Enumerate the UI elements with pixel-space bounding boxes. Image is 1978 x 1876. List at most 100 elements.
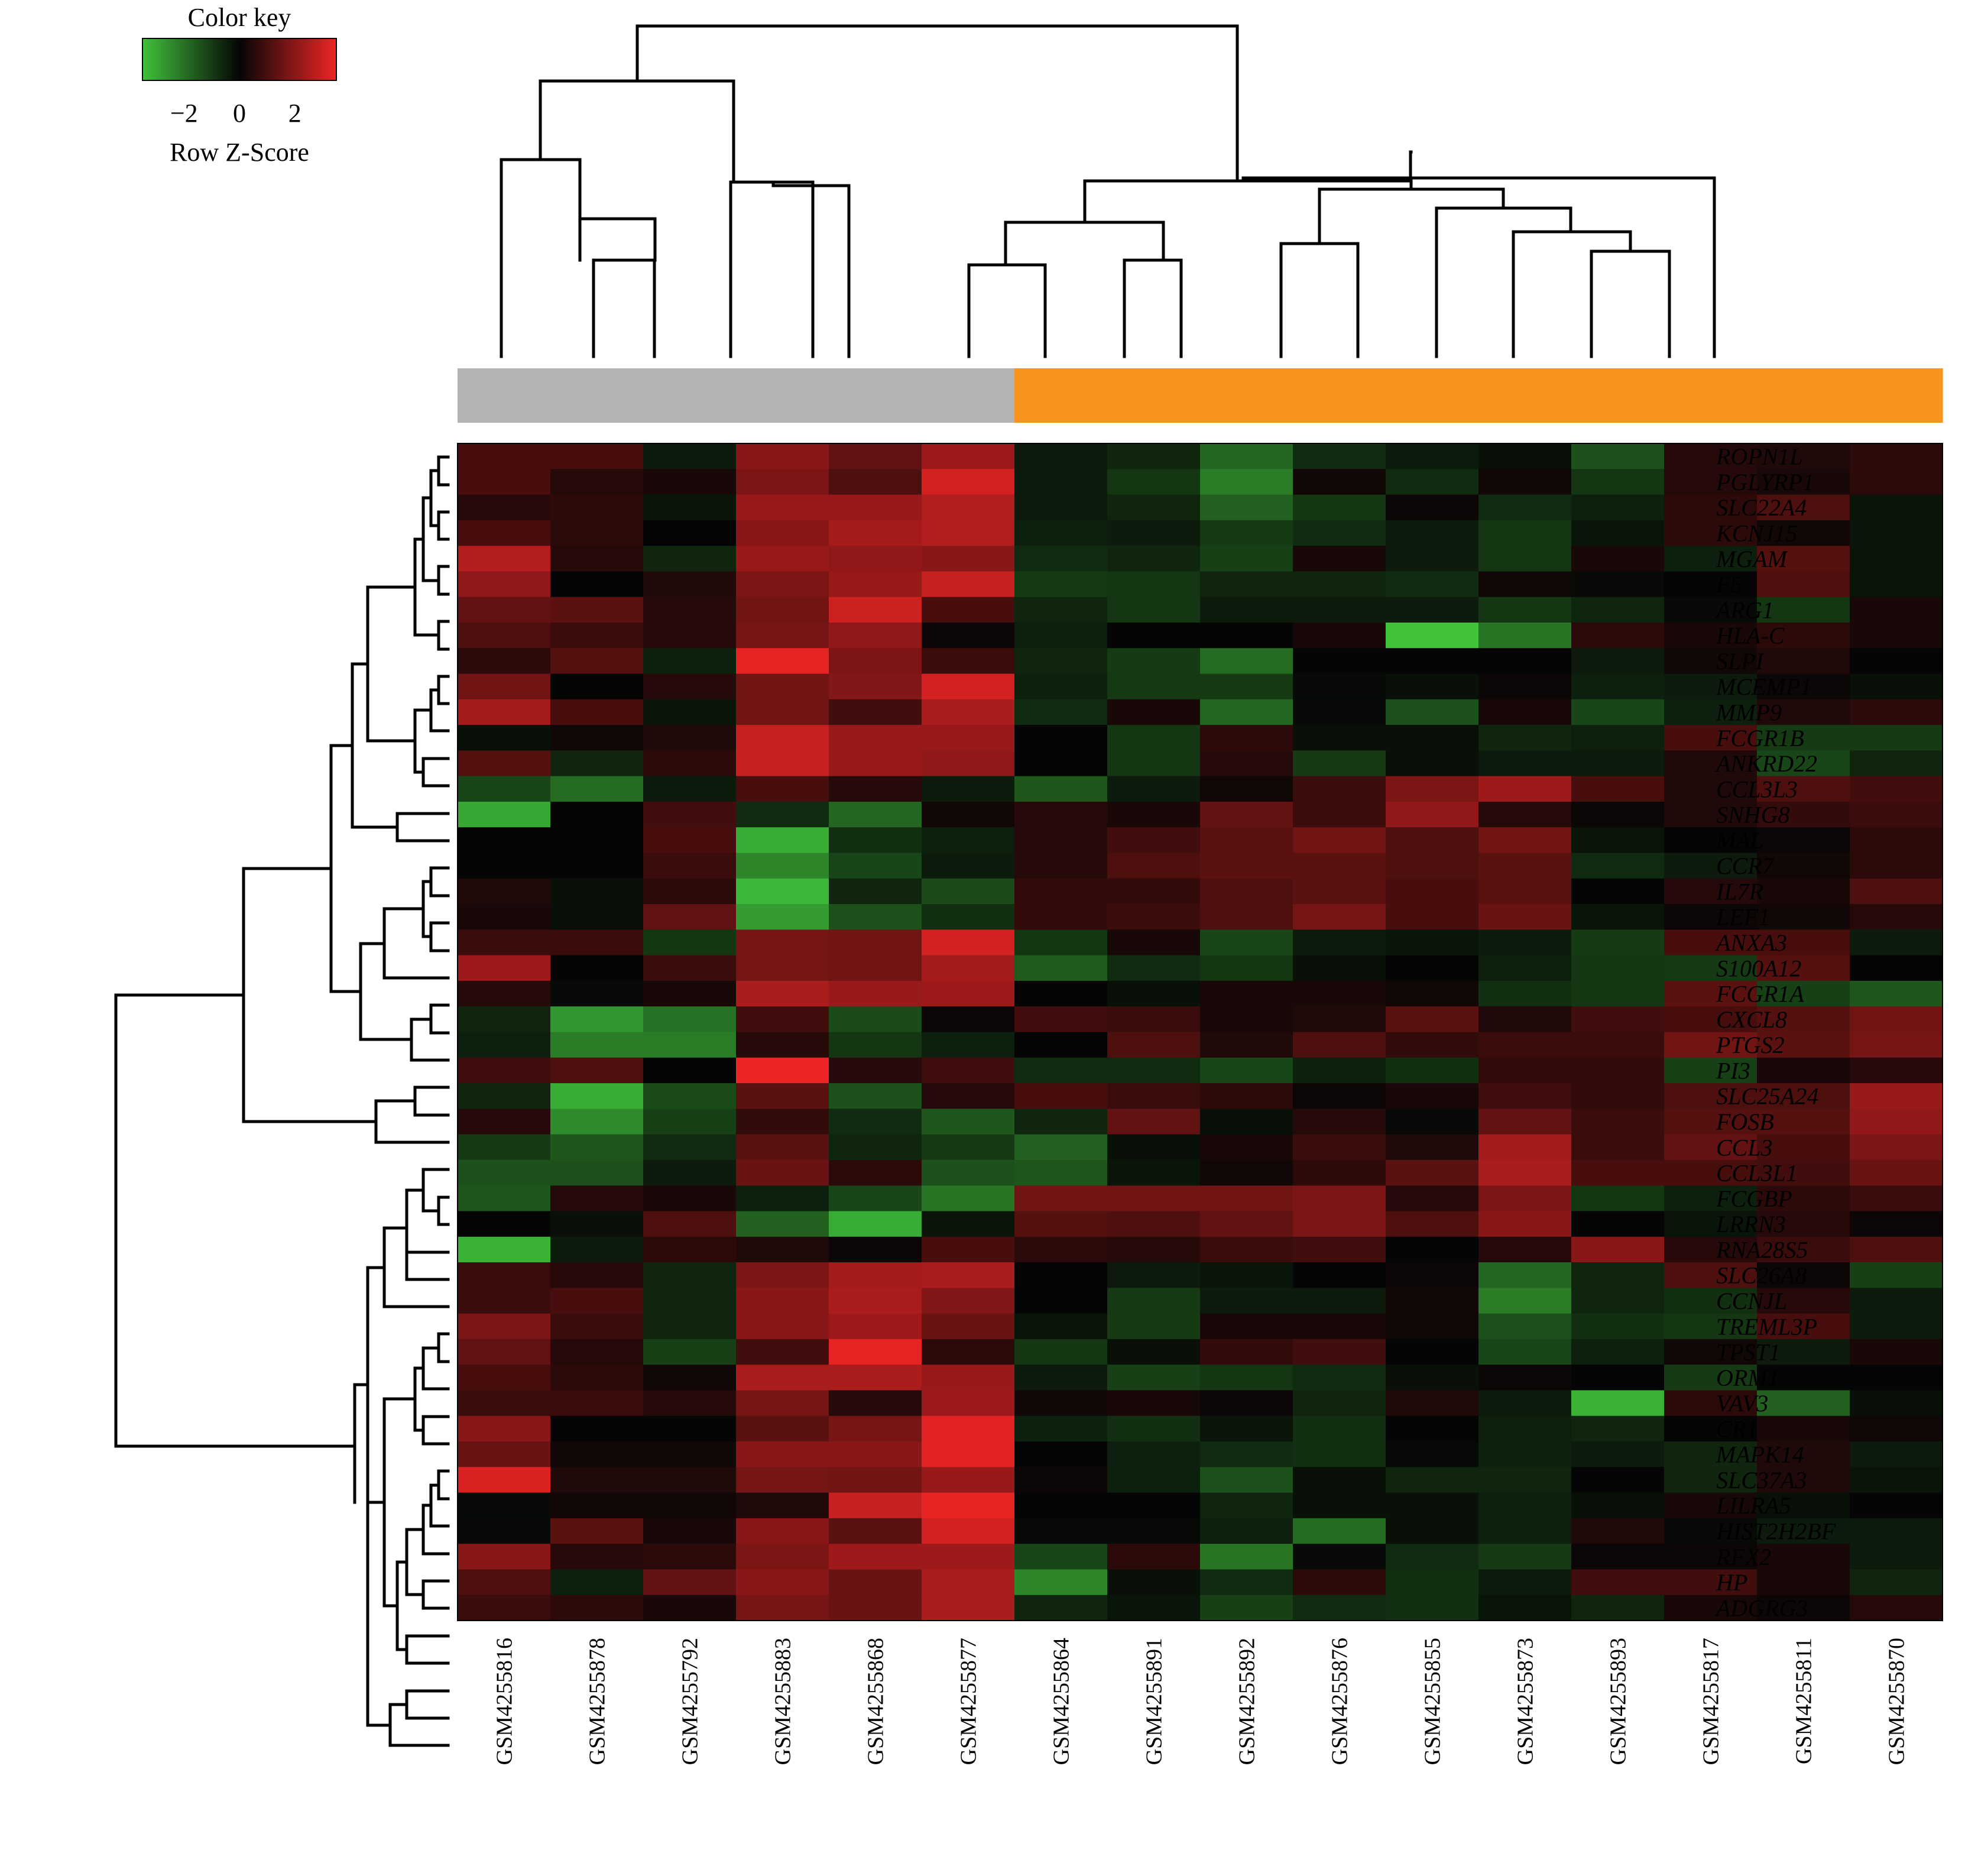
heatmap-cell bbox=[1386, 725, 1479, 751]
heatmap-cell bbox=[1200, 1595, 1293, 1621]
heatmap-cell bbox=[1107, 622, 1201, 649]
heatmap-cell bbox=[643, 1211, 737, 1237]
heatmap-cell bbox=[1386, 1083, 1479, 1109]
heatmap-cell bbox=[1293, 469, 1386, 495]
heatmap-cell bbox=[550, 1159, 644, 1186]
heatmap-cell bbox=[736, 1339, 829, 1365]
heatmap-cell bbox=[550, 1288, 644, 1314]
heatmap-cell bbox=[1386, 929, 1479, 956]
heatmap-cell bbox=[1478, 1467, 1572, 1493]
heatmap-cell bbox=[1478, 699, 1572, 725]
heatmap-cell bbox=[1664, 699, 1757, 725]
heatmap-cell bbox=[643, 1544, 737, 1570]
heatmap-cell bbox=[1850, 520, 1943, 546]
heatmap-cell bbox=[458, 929, 551, 956]
heatmap-cell bbox=[1571, 1288, 1665, 1314]
heatmap-cell bbox=[1850, 1339, 1943, 1365]
heatmap-cell bbox=[1757, 1032, 1850, 1058]
heatmap-cell bbox=[1664, 904, 1757, 930]
heatmap-cell bbox=[1293, 1544, 1386, 1570]
heatmap-cell bbox=[643, 1595, 737, 1621]
heatmap-cell bbox=[1478, 1185, 1572, 1212]
heatmap-cell bbox=[550, 929, 644, 956]
heatmap-cell bbox=[643, 853, 737, 879]
heatmap-cell bbox=[1014, 801, 1108, 828]
heatmap-cell bbox=[1107, 955, 1201, 981]
heatmap-cell bbox=[736, 1032, 829, 1058]
heatmap-cell bbox=[1293, 904, 1386, 930]
heatmap-cell bbox=[1200, 1057, 1293, 1084]
heatmap-cell bbox=[736, 597, 829, 623]
heatmap-cell bbox=[829, 1185, 922, 1212]
heatmap-cell bbox=[1200, 827, 1293, 854]
heatmap-cell bbox=[1664, 469, 1757, 495]
sample-label: GSM4255878 bbox=[585, 1638, 610, 1765]
heatmap-cell bbox=[1200, 571, 1293, 598]
heatmap-cell bbox=[1664, 1109, 1757, 1135]
heatmap-cell bbox=[1386, 1441, 1479, 1467]
heatmap-cell bbox=[1478, 980, 1572, 1007]
heatmap-cell bbox=[1757, 648, 1850, 675]
heatmap-cell bbox=[1200, 494, 1293, 521]
heatmap-cell bbox=[1850, 827, 1943, 854]
heatmap-cell bbox=[1664, 648, 1757, 675]
heatmap-cell bbox=[829, 1159, 922, 1186]
group-bar-segment bbox=[1386, 368, 1479, 423]
dendrogram-branch bbox=[429, 921, 450, 952]
heatmap-cell bbox=[922, 801, 1015, 828]
heatmap-cell bbox=[1571, 1185, 1665, 1212]
heatmap-cell bbox=[1571, 546, 1665, 572]
heatmap-cell bbox=[1107, 469, 1201, 495]
gene-label: MGAM bbox=[1716, 546, 1789, 572]
gene-label: ANKRD22 bbox=[1714, 750, 1817, 777]
heatmap-cell bbox=[458, 1288, 551, 1314]
heatmap-cell bbox=[829, 801, 922, 828]
heatmap-cell bbox=[1014, 1390, 1108, 1417]
heatmap-cell bbox=[458, 1134, 551, 1161]
heatmap-cell bbox=[1757, 1185, 1850, 1212]
heatmap-frame bbox=[457, 443, 1943, 1621]
heatmap-cell bbox=[1850, 750, 1943, 777]
heatmap-cell bbox=[1386, 571, 1479, 598]
heatmap-cell bbox=[643, 1288, 737, 1314]
heatmap-cell bbox=[458, 1313, 551, 1340]
heatmap-cell bbox=[829, 1109, 922, 1135]
heatmap-cell bbox=[1571, 1595, 1665, 1621]
heatmap-cell bbox=[1478, 520, 1572, 546]
heatmap-cell bbox=[1850, 648, 1943, 675]
heatmap-cell bbox=[1571, 955, 1665, 981]
heatmap-cell bbox=[458, 469, 551, 495]
heatmap-cell bbox=[1571, 1032, 1665, 1058]
heatmap-cell bbox=[1757, 443, 1850, 469]
heatmap-cell bbox=[1107, 597, 1201, 623]
heatmap-cell bbox=[550, 980, 644, 1007]
heatmap-cell bbox=[1757, 469, 1850, 495]
heatmap-cell bbox=[1664, 750, 1757, 777]
heatmap-cell bbox=[1107, 443, 1201, 469]
heatmap-cell bbox=[1757, 827, 1850, 854]
heatmap-cell bbox=[1664, 1441, 1757, 1467]
dendrogram-branch bbox=[395, 812, 450, 843]
heatmap-cell bbox=[458, 1365, 551, 1391]
heatmap-cell bbox=[1107, 980, 1201, 1007]
heatmap-cell bbox=[829, 904, 922, 930]
color-key-tick-label: −2 bbox=[170, 99, 198, 128]
heatmap-cell bbox=[550, 878, 644, 905]
heatmap-cell bbox=[1386, 673, 1479, 700]
heatmap-cell bbox=[1757, 1467, 1850, 1493]
heatmap-cell bbox=[1107, 1313, 1201, 1340]
heatmap-cell bbox=[1850, 955, 1943, 981]
heatmap-cell bbox=[1478, 1211, 1572, 1237]
heatmap-cell bbox=[1757, 980, 1850, 1007]
heatmap-cell bbox=[1107, 1339, 1201, 1365]
heatmap-cell bbox=[1850, 699, 1943, 725]
gene-label: TREML3P bbox=[1716, 1313, 1817, 1340]
heatmap-cell bbox=[1571, 1211, 1665, 1237]
gene-label: ANXA3 bbox=[1714, 929, 1787, 956]
heatmap-cell bbox=[1850, 853, 1943, 879]
heatmap-cell bbox=[643, 1083, 737, 1109]
dendrogram-branch bbox=[421, 1168, 450, 1213]
heatmap-cell bbox=[1571, 648, 1665, 675]
heatmap-cell bbox=[643, 1134, 737, 1161]
heatmap-cell bbox=[736, 1083, 829, 1109]
